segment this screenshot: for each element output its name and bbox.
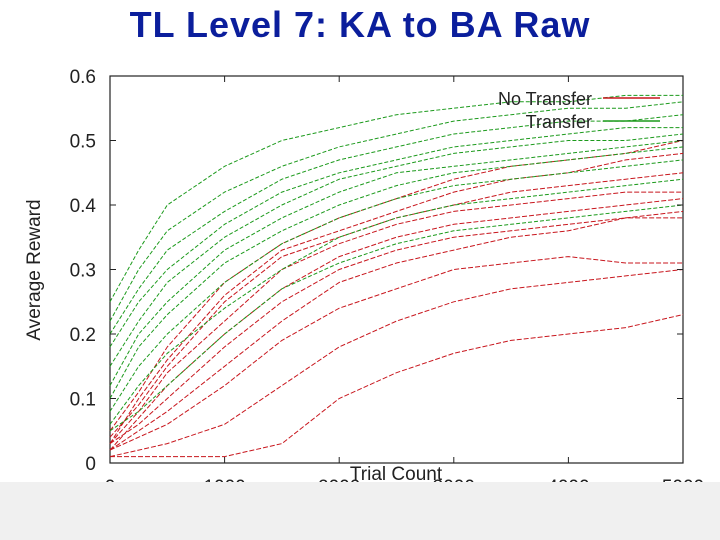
series-line-transfer xyxy=(109,127,683,348)
tick-layer: 0 1000 2000 3000 4000 5000 0 0.1 0.2 0.3 0.4 0.5 0.6 xyxy=(70,67,705,482)
series-line-transfer xyxy=(109,178,684,425)
series-line-no-transfer xyxy=(109,256,683,451)
chart: 0 1000 2000 3000 4000 5000 0 0.1 0.2 0.3 0.4 0.5 0.6… xyxy=(24,67,705,482)
title-band xyxy=(0,0,720,52)
series-line-no-transfer xyxy=(109,140,684,432)
y-tick-label: 0.3 xyxy=(70,261,96,282)
legend-label-transfer: Transfer xyxy=(526,112,592,132)
x-tick-label: 4000 xyxy=(547,477,589,482)
y-tick-label: 0.6 xyxy=(70,67,96,88)
x-tick-label: 3000 xyxy=(433,477,475,482)
y-tick-label: 0 xyxy=(85,454,96,475)
series-line-no-transfer xyxy=(109,172,684,438)
x-axis-title: Trial Count xyxy=(350,464,443,482)
y-tick-label: 0.4 xyxy=(70,196,97,217)
series-line-no-transfer xyxy=(109,152,684,444)
series-line-no-transfer xyxy=(109,210,684,445)
plot-area xyxy=(109,75,684,464)
series-line-transfer xyxy=(109,101,684,322)
legend-label-no-transfer: No Transfer xyxy=(498,89,592,109)
y-tick-label: 0.5 xyxy=(70,132,96,153)
series-line-no-transfer xyxy=(109,198,684,451)
series-line-transfer xyxy=(109,133,684,367)
y-tick-label: 0.2 xyxy=(70,325,96,346)
x-tick-label: 1000 xyxy=(203,477,245,482)
y-axis-title: Average Reward xyxy=(24,199,45,340)
series-line-no-transfer xyxy=(110,314,684,458)
slide-title: TL Level 7: KA to BA Raw xyxy=(129,4,591,45)
series-line-transfer xyxy=(109,94,683,303)
lower-band xyxy=(0,482,720,540)
series-line-transfer xyxy=(109,204,684,432)
x-tick-label: 2000 xyxy=(318,477,360,482)
x-tick-label: 5000 xyxy=(662,477,704,482)
series-line-transfer xyxy=(109,146,684,399)
series-line-no-transfer xyxy=(109,269,684,458)
series-line-transfer xyxy=(109,114,684,335)
series-line-no-transfer xyxy=(109,191,683,444)
y-tick-label: 0.1 xyxy=(70,390,96,411)
series-layer xyxy=(109,94,684,458)
legend: No Transfer Transfer xyxy=(498,89,660,132)
series-line-transfer xyxy=(109,140,684,386)
series-line-no-transfer xyxy=(109,217,683,451)
x-tick-label: 0 xyxy=(105,477,116,482)
series-line-transfer xyxy=(109,159,684,412)
